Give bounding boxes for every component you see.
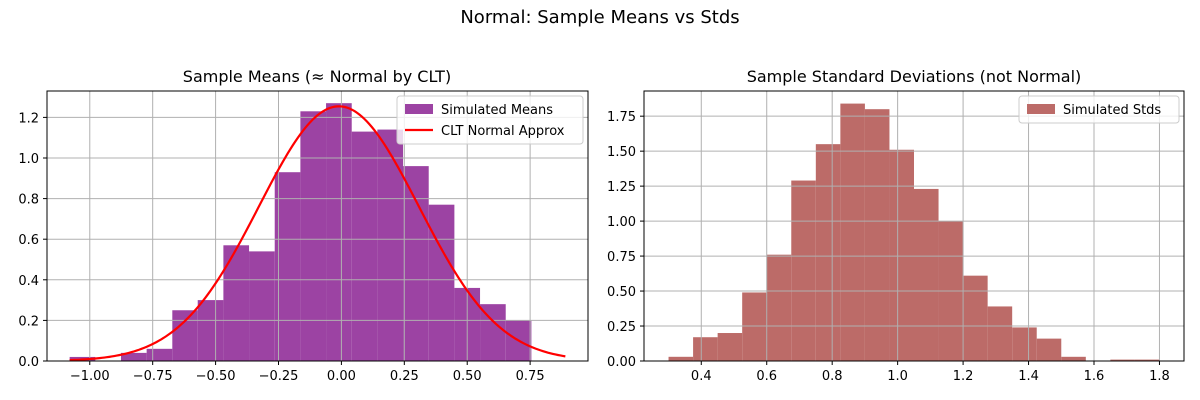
- figure-suptitle: Normal: Sample Means vs Stds: [460, 7, 739, 28]
- stds-bar: [1036, 338, 1062, 361]
- stds-y-tick-label: 0.50: [607, 285, 636, 300]
- means-x-tick-label: −1.00: [70, 369, 110, 384]
- means-legend-label: CLT Normal Approx: [441, 124, 565, 139]
- means-bar: [146, 348, 173, 361]
- means-bar: [377, 129, 404, 361]
- stds-x-tick-label: 1.6: [1084, 369, 1105, 384]
- stds-x-tick-label: 1.0: [887, 369, 908, 384]
- stds-bar: [963, 275, 988, 361]
- means-legend: Simulated Means CLT Normal Approx: [396, 95, 584, 145]
- stds-bar: [840, 103, 865, 362]
- means-histogram-panel: Sample Means (≈ Normal by CLT) −1.00 −0.7…: [18, 67, 589, 384]
- means-x-tick-label: 0.25: [390, 369, 419, 384]
- stds-bar: [1110, 359, 1135, 361]
- means-y-tick-label: 0.6: [18, 233, 39, 248]
- stds-y-tick-label: 0.00: [607, 355, 636, 370]
- means-normal-curve: [69, 105, 566, 362]
- means-x-tick-label: 0.00: [327, 369, 356, 384]
- means-y-tick-label: 0.0: [18, 355, 39, 370]
- stds-y-tick-label: 1.50: [607, 145, 636, 160]
- means-chart-title: Sample Means (≈ Normal by CLT): [183, 67, 451, 86]
- means-legend-label: Simulated Means: [441, 103, 553, 118]
- stds-bar: [815, 144, 841, 361]
- stds-bar: [742, 292, 767, 361]
- stds-y-tick-label: 0.25: [607, 320, 636, 335]
- means-y-tick-label: 1.2: [18, 111, 39, 126]
- means-x-tick-label: −0.25: [259, 369, 299, 384]
- stds-bar: [693, 337, 718, 361]
- stds-y-tick-label: 1.00: [607, 215, 636, 230]
- means-x-tick-label: 0.75: [516, 369, 545, 384]
- means-bar: [403, 166, 429, 361]
- stds-y-tick-label: 0.75: [607, 250, 636, 265]
- means-bars: [69, 103, 532, 361]
- stds-bars: [668, 103, 1160, 362]
- means-bar: [274, 172, 301, 361]
- stds-bar: [668, 356, 694, 361]
- means-bar: [120, 352, 147, 361]
- stds-bar: [987, 306, 1013, 361]
- stds-legend-label: Simulated Stds: [1063, 103, 1161, 118]
- stds-x-tick-label: 1.4: [1018, 369, 1039, 384]
- stds-bar: [1061, 356, 1086, 361]
- means-legend-box: [396, 95, 584, 145]
- means-bar: [351, 131, 378, 361]
- stds-x-tick-label: 1.2: [953, 369, 974, 384]
- stds-bar: [766, 254, 792, 361]
- stds-x-tick-label: 0.4: [691, 369, 712, 384]
- stds-histogram-panel: Sample Standard Deviations (not Normal) …: [607, 67, 1185, 384]
- means-x-tick-label: −0.75: [133, 369, 173, 384]
- stds-x-tick-label: 1.8: [1149, 369, 1170, 384]
- stds-grid: [644, 91, 1184, 362]
- means-bar: [197, 300, 224, 361]
- means-y-tick-label: 0.8: [18, 193, 39, 208]
- means-axes-frame: [46, 90, 589, 362]
- stds-bar: [889, 149, 914, 361]
- stds-legend-swatch: [1027, 104, 1055, 114]
- stds-x-tick-label: 0.8: [822, 369, 843, 384]
- stds-legend: Simulated Stds: [1018, 95, 1180, 124]
- means-y-tick-label: 0.4: [18, 274, 39, 289]
- means-x-tick-label: −0.50: [196, 369, 236, 384]
- means-bar: [326, 103, 352, 361]
- stds-bar: [1012, 327, 1037, 361]
- stds-bar: [791, 180, 816, 361]
- stds-y-tick-label: 1.75: [607, 110, 636, 125]
- means-x-tick-label: 0.50: [453, 369, 482, 384]
- stds-y-tick-label: 1.25: [607, 180, 636, 195]
- means-bar: [300, 111, 327, 361]
- stds-bar: [1134, 359, 1160, 361]
- stds-bar: [717, 333, 743, 361]
- stds-chart-title: Sample Standard Deviations (not Normal): [747, 67, 1082, 86]
- means-bar: [172, 310, 198, 361]
- stds-legend-box: [1018, 95, 1180, 124]
- means-legend-swatch: [405, 104, 433, 114]
- means-bar: [428, 204, 455, 361]
- means-y-tick-label: 1.0: [18, 152, 39, 167]
- stds-x-tick-label: 0.6: [756, 369, 777, 384]
- stds-axes-frame: [643, 90, 1185, 362]
- means-tick-labels: −1.00 −0.75 −0.50 −0.25 0.00 0.25 0.50 0.75 0.0 0…: [18, 111, 544, 384]
- stds-bar: [864, 109, 890, 362]
- means-y-tick-label: 0.2: [18, 314, 39, 329]
- means-bar: [249, 251, 275, 361]
- stds-bar: [914, 188, 939, 361]
- stds-tick-labels: 0.4 0.6 0.8 1.0 1.2 1.4 1.6 1.8 0.00 0.25 0.50 0.75…: [607, 110, 1170, 384]
